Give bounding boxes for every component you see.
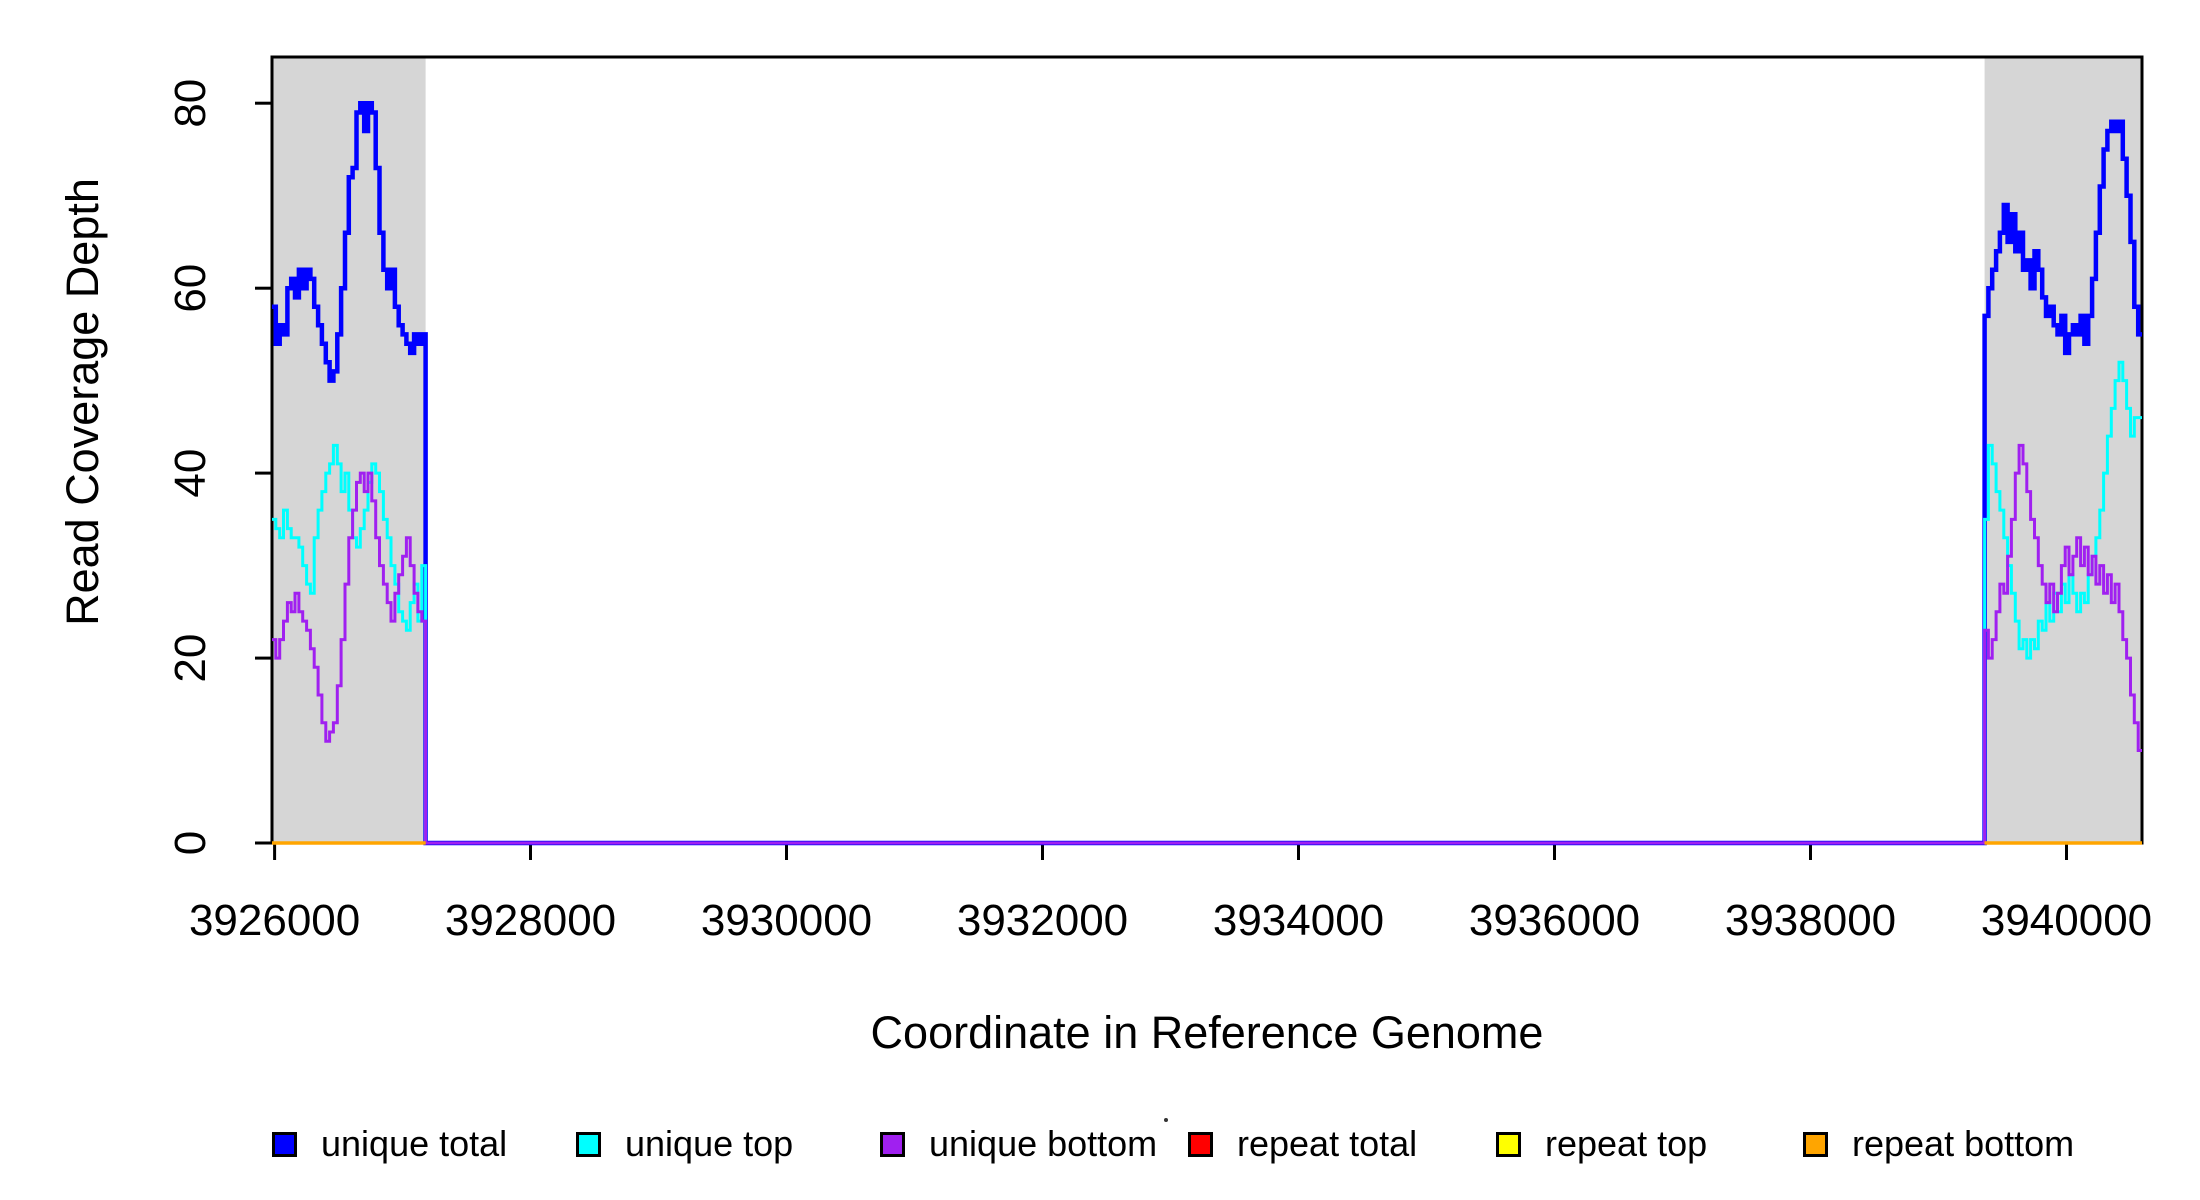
series-line-unique-bottom bbox=[272, 443, 2142, 845]
x-tick-label: 3934000 bbox=[1213, 896, 1384, 945]
legend-label-unique-bottom: unique bottom bbox=[929, 1123, 1158, 1164]
legend-item-repeat-top: repeat top bbox=[1496, 1123, 1707, 1165]
series-layer bbox=[272, 100, 2142, 846]
legend-swatch-repeat-bottom bbox=[1803, 1131, 1828, 1157]
x-tick-label: 3938000 bbox=[1725, 896, 1896, 945]
x-tick-label: 3928000 bbox=[445, 896, 616, 945]
x-tick-label: 3932000 bbox=[957, 896, 1128, 945]
series-line-unique-top bbox=[272, 360, 2142, 845]
legend-swatch-repeat-top bbox=[1496, 1131, 1521, 1157]
shaded-region-1 bbox=[272, 57, 426, 843]
shaded-region-2 bbox=[1984, 57, 2142, 843]
legend-item-repeat-total: repeat total bbox=[1188, 1123, 1417, 1165]
legend-label-unique-top: unique top bbox=[625, 1123, 794, 1164]
legend-swatch-repeat-total bbox=[1188, 1131, 1213, 1157]
legend-swatch-unique-top bbox=[576, 1131, 601, 1157]
y-tick-label: 80 bbox=[166, 79, 215, 128]
x-tick-label: 3936000 bbox=[1469, 896, 1640, 945]
y-tick-label: 0 bbox=[166, 831, 215, 855]
series-line-unique-total bbox=[272, 100, 2142, 846]
x-tick-label: 3930000 bbox=[701, 896, 872, 945]
stray-dot-artifact bbox=[1164, 1118, 1168, 1122]
axes-layer: 3926000 3928000 3930000 3932000 3934000 39360… bbox=[166, 55, 2152, 945]
legend-item-repeat-bottom: repeat bottom bbox=[1803, 1123, 2074, 1165]
legend-swatch-unique-bottom bbox=[880, 1131, 905, 1157]
legend-swatch-unique-total bbox=[272, 1131, 297, 1157]
legend-item-unique-bottom: unique bottom bbox=[880, 1123, 1157, 1165]
y-tick-label: 20 bbox=[166, 634, 215, 683]
y-axis-title: Read Coverage Depth bbox=[57, 178, 108, 626]
shaded-regions-layer bbox=[272, 57, 2142, 843]
y-tick-label: 60 bbox=[166, 264, 215, 313]
y-tick-label: 40 bbox=[166, 449, 215, 498]
legend-item-unique-total: unique total bbox=[272, 1123, 507, 1165]
legend-label-repeat-total: repeat total bbox=[1237, 1123, 1418, 1164]
legend-label-repeat-top: repeat top bbox=[1545, 1123, 1708, 1164]
plot-border-box bbox=[270, 55, 2144, 845]
x-axis-title: Coordinate in Reference Genome bbox=[871, 1007, 1544, 1058]
x-tick-label: 3926000 bbox=[189, 896, 360, 945]
legend-label-repeat-bottom: repeat bottom bbox=[1852, 1123, 2075, 1164]
legend-label-unique-total: unique total bbox=[321, 1123, 508, 1164]
x-tick-label: 3940000 bbox=[1981, 896, 2152, 945]
legend-item-unique-top: unique top bbox=[576, 1123, 793, 1165]
